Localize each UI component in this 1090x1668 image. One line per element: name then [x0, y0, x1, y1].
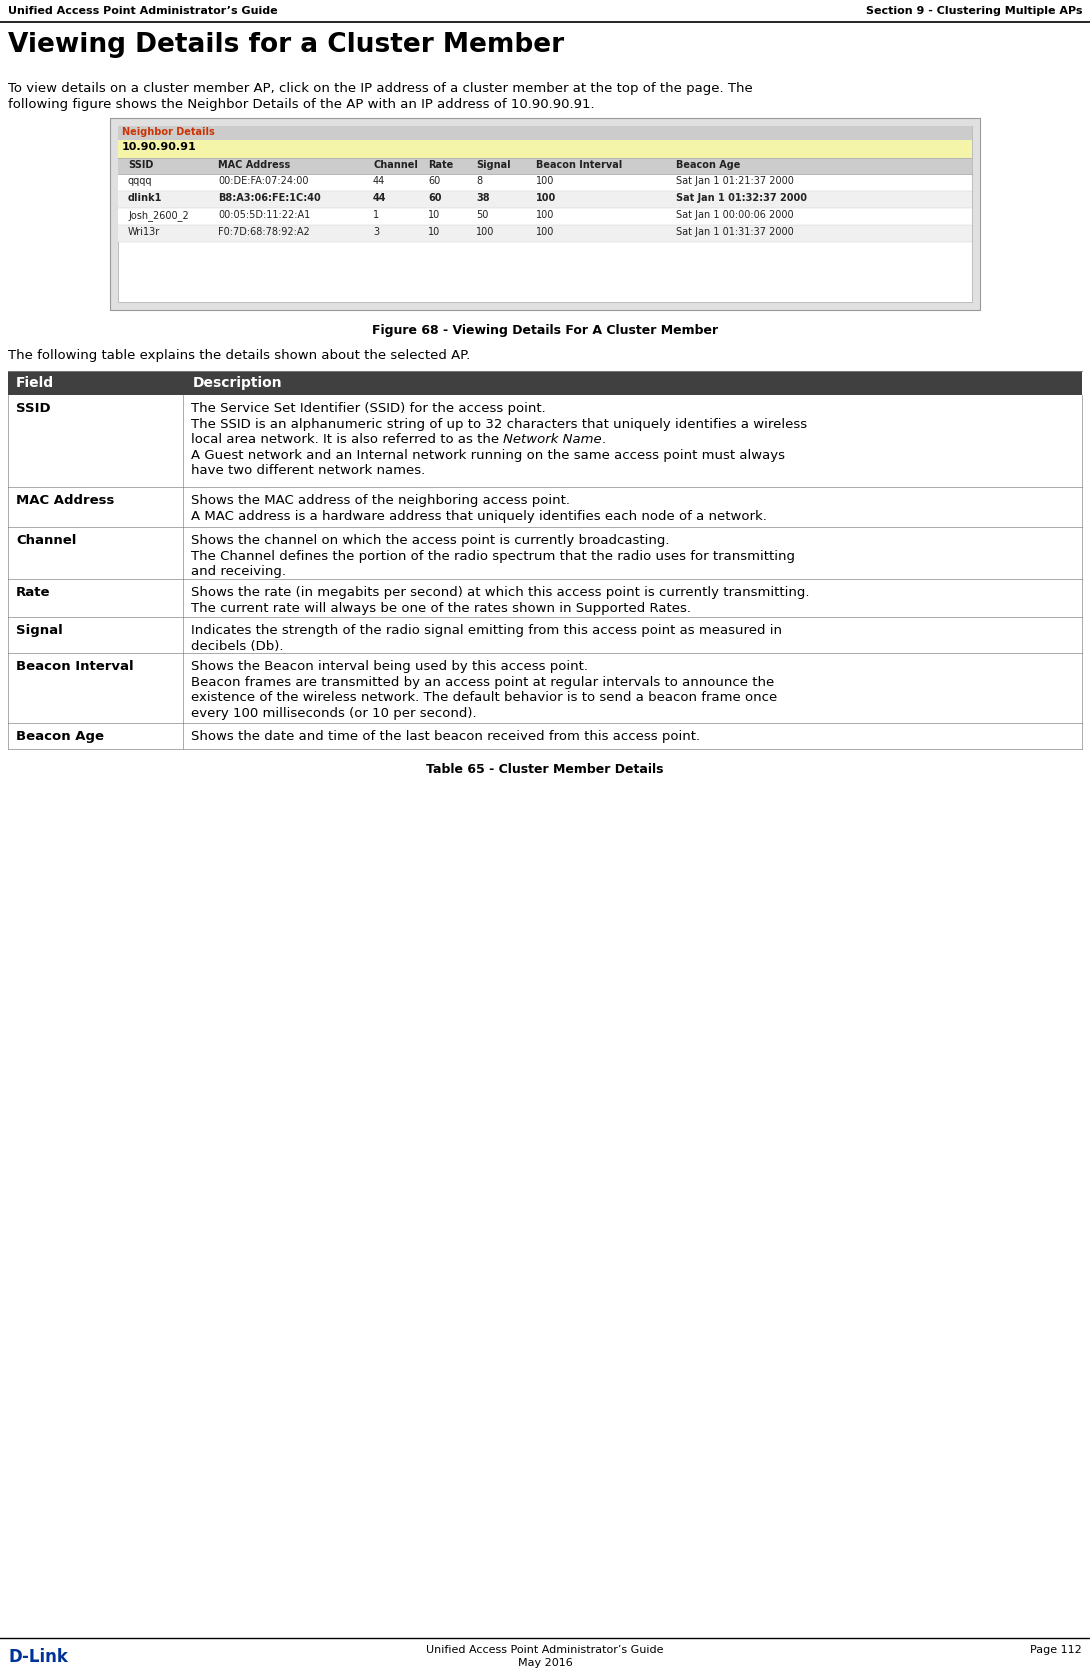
Text: 44: 44 — [373, 193, 387, 203]
Text: Description: Description — [193, 375, 282, 390]
Text: F0:7D:68:78:92:A2: F0:7D:68:78:92:A2 — [218, 227, 310, 237]
Text: MAC Address: MAC Address — [16, 494, 114, 507]
Text: Signal: Signal — [16, 624, 63, 637]
Text: Sat Jan 1 01:21:37 2000: Sat Jan 1 01:21:37 2000 — [676, 177, 794, 187]
Text: Sat Jan 1 00:00:06 2000: Sat Jan 1 00:00:06 2000 — [676, 210, 794, 220]
Text: To view details on a cluster member AP, click on the IP address of a cluster mem: To view details on a cluster member AP, … — [8, 82, 753, 95]
Text: The SSID is an alphanumeric string of up to 32 characters that uniquely identifi: The SSID is an alphanumeric string of up… — [191, 417, 807, 430]
Bar — [8, 487, 1082, 527]
Text: SSID: SSID — [16, 402, 50, 415]
Text: 100: 100 — [536, 210, 555, 220]
Text: Beacon Age: Beacon Age — [16, 731, 104, 742]
Text: Sat Jan 1 01:32:37 2000: Sat Jan 1 01:32:37 2000 — [676, 193, 807, 203]
Text: Neighbor Details: Neighbor Details — [122, 127, 215, 137]
Text: 44: 44 — [373, 177, 385, 187]
Text: Rate: Rate — [428, 160, 453, 170]
Bar — [110, 118, 980, 310]
Text: Indicates the strength of the radio signal emitting from this access point as me: Indicates the strength of the radio sign… — [191, 624, 782, 637]
Text: and receiving.: and receiving. — [191, 565, 286, 579]
Text: Viewing Details for a Cluster Member: Viewing Details for a Cluster Member — [8, 32, 565, 58]
Text: existence of the wireless network. The default behavior is to send a beacon fram: existence of the wireless network. The d… — [191, 691, 777, 704]
Bar — [8, 370, 1082, 395]
Text: 00:05:5D:11:22:A1: 00:05:5D:11:22:A1 — [218, 210, 311, 220]
Bar — [8, 527, 1082, 579]
Bar — [118, 140, 972, 158]
Text: 1: 1 — [373, 210, 379, 220]
Text: The Service Set Identifier (SSID) for the access point.: The Service Set Identifier (SSID) for th… — [191, 402, 546, 415]
Text: MAC Address: MAC Address — [218, 160, 290, 170]
Text: decibels (Db).: decibels (Db). — [191, 639, 283, 652]
Text: Wri13r: Wri13r — [128, 227, 160, 237]
Text: Unified Access Point Administrator’s Guide: Unified Access Point Administrator’s Gui… — [426, 1645, 664, 1655]
Text: The following table explains the details shown about the selected AP.: The following table explains the details… — [8, 349, 470, 362]
Text: following figure shows the Neighbor Details of the AP with an IP address of 10.9: following figure shows the Neighbor Deta… — [8, 98, 595, 112]
Text: 10: 10 — [428, 210, 440, 220]
Text: B8:A3:06:FE:1C:40: B8:A3:06:FE:1C:40 — [218, 193, 320, 203]
Text: every 100 milliseconds (or 10 per second).: every 100 milliseconds (or 10 per second… — [191, 707, 476, 719]
Bar — [8, 722, 1082, 749]
Text: have two different network names.: have two different network names. — [191, 464, 425, 477]
Text: 38: 38 — [476, 193, 489, 203]
Text: .: . — [602, 434, 606, 445]
Text: 00:DE:FA:07:24:00: 00:DE:FA:07:24:00 — [218, 177, 308, 187]
Text: A MAC address is a hardware address that uniquely identifies each node of a netw: A MAC address is a hardware address that… — [191, 509, 767, 522]
Bar — [8, 652, 1082, 722]
Text: Beacon Interval: Beacon Interval — [536, 160, 622, 170]
Text: 60: 60 — [428, 177, 440, 187]
Bar — [118, 127, 972, 302]
Text: 3: 3 — [373, 227, 379, 237]
Text: Shows the MAC address of the neighboring access point.: Shows the MAC address of the neighboring… — [191, 494, 570, 507]
Text: Shows the Beacon interval being used by this access point.: Shows the Beacon interval being used by … — [191, 661, 588, 672]
Bar — [118, 208, 972, 225]
Text: dlink1: dlink1 — [128, 193, 162, 203]
Text: Signal: Signal — [476, 160, 510, 170]
Text: SSID: SSID — [128, 160, 154, 170]
Text: Shows the date and time of the last beacon received from this access point.: Shows the date and time of the last beac… — [191, 731, 700, 742]
Text: Channel: Channel — [16, 534, 76, 547]
Bar — [118, 127, 972, 140]
Text: Field: Field — [16, 375, 54, 390]
Text: qqqq: qqqq — [128, 177, 153, 187]
Text: Unified Access Point Administrator’s Guide: Unified Access Point Administrator’s Gui… — [8, 7, 278, 17]
Text: Beacon Age: Beacon Age — [676, 160, 740, 170]
Text: Shows the rate (in megabits per second) at which this access point is currently : Shows the rate (in megabits per second) … — [191, 585, 810, 599]
Bar — [118, 192, 972, 208]
Text: 10.90.90.91: 10.90.90.91 — [122, 142, 197, 152]
Bar — [118, 173, 972, 192]
Bar — [8, 617, 1082, 652]
Text: Channel: Channel — [373, 160, 417, 170]
Text: Josh_2600_2: Josh_2600_2 — [128, 210, 189, 220]
Text: The Channel defines the portion of the radio spectrum that the radio uses for tr: The Channel defines the portion of the r… — [191, 549, 795, 562]
Text: May 2016: May 2016 — [518, 1658, 572, 1668]
Text: The current rate will always be one of the rates shown in Supported Rates.: The current rate will always be one of t… — [191, 602, 691, 614]
Text: Figure 68 - Viewing Details For A Cluster Member: Figure 68 - Viewing Details For A Cluste… — [372, 324, 718, 337]
Text: 100: 100 — [536, 177, 555, 187]
Text: Shows the channel on which the access point is currently broadcasting.: Shows the channel on which the access po… — [191, 534, 669, 547]
Text: 8: 8 — [476, 177, 482, 187]
Text: 100: 100 — [536, 193, 556, 203]
Text: Rate: Rate — [16, 585, 50, 599]
Text: 100: 100 — [476, 227, 495, 237]
Text: Beacon Interval: Beacon Interval — [16, 661, 134, 672]
Text: Section 9 - Clustering Multiple APs: Section 9 - Clustering Multiple APs — [865, 7, 1082, 17]
Text: Beacon frames are transmitted by an access point at regular intervals to announc: Beacon frames are transmitted by an acce… — [191, 676, 774, 689]
Text: Page 112: Page 112 — [1030, 1645, 1082, 1655]
Text: local area network. It is also referred to as the: local area network. It is also referred … — [191, 434, 504, 445]
Text: 60: 60 — [428, 193, 441, 203]
Text: D-Link: D-Link — [8, 1648, 68, 1666]
Text: A Guest network and an Internal network running on the same access point must al: A Guest network and an Internal network … — [191, 449, 785, 462]
Text: 100: 100 — [536, 227, 555, 237]
Text: Sat Jan 1 01:31:37 2000: Sat Jan 1 01:31:37 2000 — [676, 227, 794, 237]
Text: Table 65 - Cluster Member Details: Table 65 - Cluster Member Details — [426, 762, 664, 776]
Bar — [8, 395, 1082, 487]
Bar — [118, 225, 972, 242]
Text: 50: 50 — [476, 210, 488, 220]
Text: Network Name: Network Name — [504, 434, 602, 445]
Bar — [118, 158, 972, 173]
Bar — [8, 579, 1082, 617]
Text: 10: 10 — [428, 227, 440, 237]
